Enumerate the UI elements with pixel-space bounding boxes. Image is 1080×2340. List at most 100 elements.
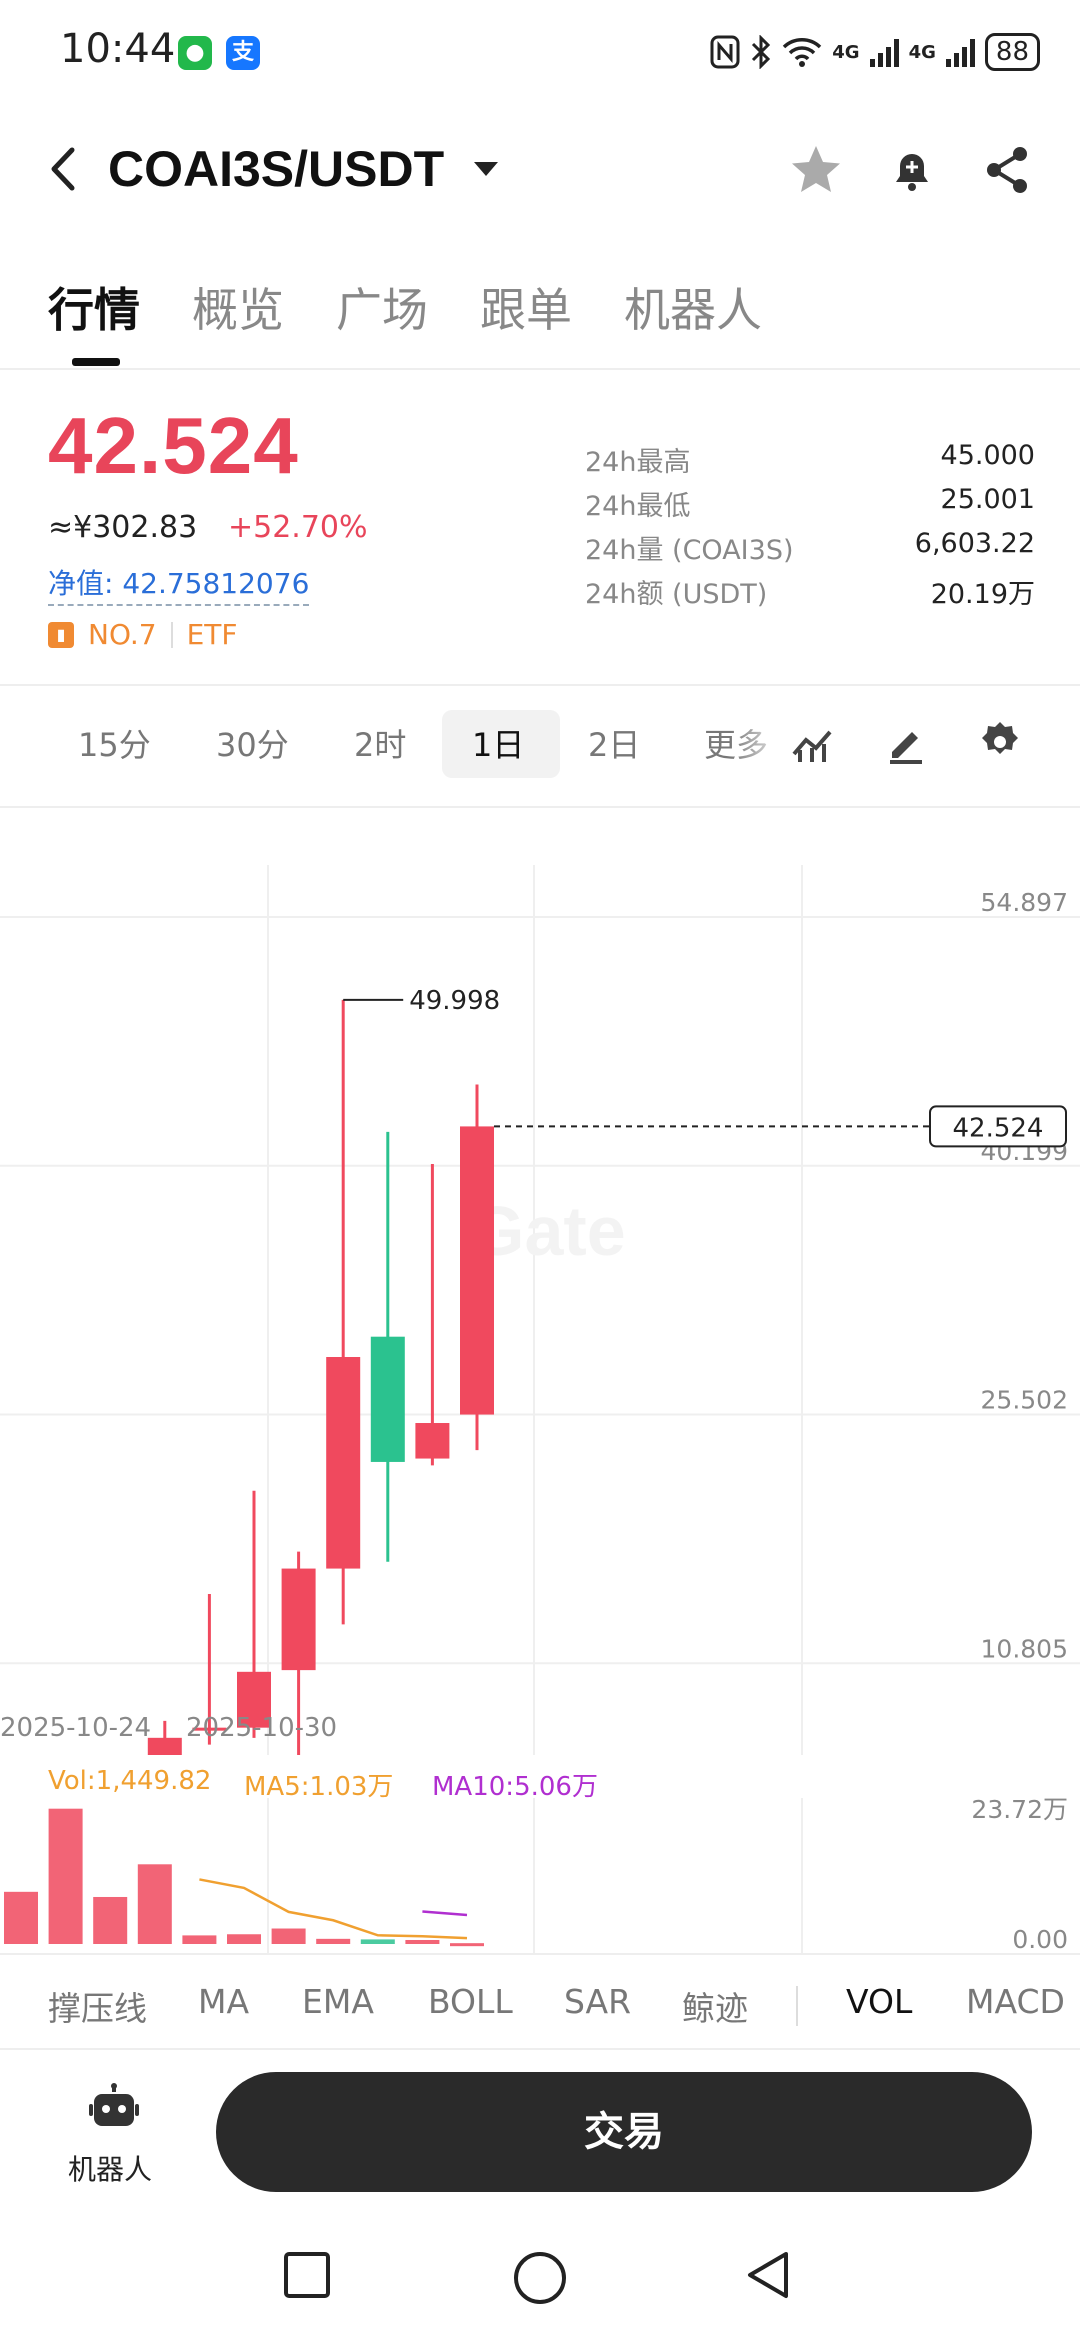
volume-legend: Vol:1,449.82 [48,1766,212,1796]
battery-indicator: 88 [984,33,1040,71]
stat-row-turnover: 24h额 (USDT) 20.19万 [585,572,1035,616]
interval-2d[interactable]: 2日 [588,726,641,764]
current-price-box [929,1105,1067,1148]
signal-icon [869,37,899,67]
nfc-icon [710,35,740,69]
candlestick-chart[interactable]: 54.89740.19925.50210.805-3.891Gate49.998… [0,805,1080,1755]
signal-icon-2 [945,37,975,67]
volume-bar [137,1864,172,1944]
indicator-divider [796,1986,798,2026]
stat-row-low: 24h最低 25.001 [585,484,1035,528]
status-bar: 10:44 ● 支 4G 4G 88 [0,0,1080,105]
candle-body [237,1671,271,1728]
interval-2h[interactable]: 2时 [354,726,407,764]
stat-value: 20.19万 [930,579,1035,610]
back-arrow-icon[interactable] [44,144,84,194]
ma10-legend: MA10:5.06万 [432,1772,598,1802]
volume-bar [316,1938,351,1944]
candle-body [192,1727,227,1731]
stat-value: 45.000 [940,440,1035,471]
candle-body [147,1737,182,1755]
interval-15m[interactable]: 15分 [78,726,151,764]
rank-chart-icon: ▮ [48,621,74,648]
volume-bar [360,1939,395,1944]
stat-row-high: 24h最高 45.000 [585,440,1035,484]
bluetooth-icon [752,35,771,69]
volume-bar [271,1928,306,1944]
tab-market[interactable]: 行情 [48,283,140,337]
indicator-ma[interactable]: MA [198,1982,250,2021]
status-icons: 4G 4G 88 [710,30,1040,74]
trade-button[interactable]: 交易 [216,2072,1032,2192]
back-nav-icon[interactable] [744,2250,794,2300]
stat-value: 25.001 [940,484,1035,515]
volume-bar [4,1891,38,1944]
x-tick-label: 2025-10-24 [0,1713,151,1743]
active-interval-bg [442,710,560,778]
robot-icon[interactable] [88,2082,140,2134]
current-price-label: 42.524 [953,1113,1044,1143]
tab-overview[interactable]: 概览 [192,283,284,337]
indicator-chart-icon[interactable] [788,718,836,766]
indicator-sar[interactable]: SAR [564,1982,632,2021]
alipay-icon: 支 [226,36,260,70]
interval-selector: 15分 30分 2时 1日 2日 更多 [0,690,1080,800]
settings-gear-icon[interactable] [976,718,1024,766]
net-value-link[interactable]: 净值: 42.75812076 [48,562,310,606]
robot-label[interactable]: 机器人 [68,2153,153,2186]
candle-body [460,1126,494,1415]
high-price-label: 49.998 [409,986,500,1016]
share-icon[interactable] [978,140,1038,200]
last-price: 42.524 [48,401,299,490]
stat-row-volume: 24h量 (COAI3S) 6,603.22 [585,528,1035,572]
rank-divider [170,621,173,648]
pair-title[interactable]: COAI3S/USDT [108,141,445,197]
tab-copy-trading[interactable]: 跟单 [480,283,572,337]
candle-body [415,1423,450,1459]
etf-tag[interactable]: ETF [186,618,238,651]
indicator-macd[interactable]: MACD [966,1982,1065,2021]
candle-body [326,1357,361,1569]
interval-30m[interactable]: 30分 [216,726,289,764]
network-type: 4G [832,41,860,63]
indicator-boll[interactable]: BOLL [428,1982,513,2021]
candle-body [370,1336,405,1462]
header: COAI3S/USDT [0,110,1080,230]
draw-pencil-icon[interactable] [882,718,930,766]
x-tick-label: 2025-10-30 [186,1713,337,1743]
ma5-legend: MA5:1.03万 [244,1772,394,1802]
change-percent: +52.70% [228,510,368,545]
indicator-ema[interactable]: EMA [302,1982,374,2021]
tab-bots[interactable]: 机器人 [624,283,762,337]
bottom-action-bar: 机器人 交易 [0,2048,1080,2208]
alert-bell-icon[interactable] [882,140,942,200]
stat-label: 24h量 (COAI3S) [585,535,794,566]
indicator-support-resistance[interactable]: 撑压线 [48,1989,147,2028]
wechat-icon: ● [178,36,212,70]
volume-chart[interactable]: 23.72万 0.00 [0,1758,1080,1958]
volume-bar [227,1934,261,1944]
home-icon[interactable] [512,2250,568,2306]
tab-square[interactable]: 广场 [336,283,428,337]
volume-bar [48,1808,83,1944]
chevron-down-icon[interactable] [474,162,498,176]
recent-apps-icon[interactable] [282,2250,332,2300]
stat-label: 24h最低 [585,491,691,522]
interval-fade [730,710,790,780]
ma10-line [422,1910,468,1917]
stat-value: 6,603.22 [914,528,1035,559]
volume-max-label: 23.72万 [971,1795,1068,1824]
y-tick-label: 54.897 [981,888,1068,917]
watermark-text: Gate [470,1192,626,1270]
star-icon[interactable] [786,140,846,200]
top-tabs: 行情 概览 广场 跟单 机器人 [0,262,1080,370]
volume-min-label: 0.00 [1012,1925,1068,1954]
network-type-2: 4G [908,41,936,63]
indicator-vol[interactable]: VOL [846,1982,913,2021]
volume-bar [93,1896,128,1944]
stats-panel: 24h最高 45.000 24h最低 25.001 24h量 (COAI3S) 6,6… [585,440,1035,616]
volume-bar [182,1935,217,1944]
interval-1d[interactable]: 1日 [472,726,525,764]
indicator-whale[interactable]: 鲸迹 [682,1989,748,2028]
rank-label[interactable]: NO.7 [88,618,157,651]
